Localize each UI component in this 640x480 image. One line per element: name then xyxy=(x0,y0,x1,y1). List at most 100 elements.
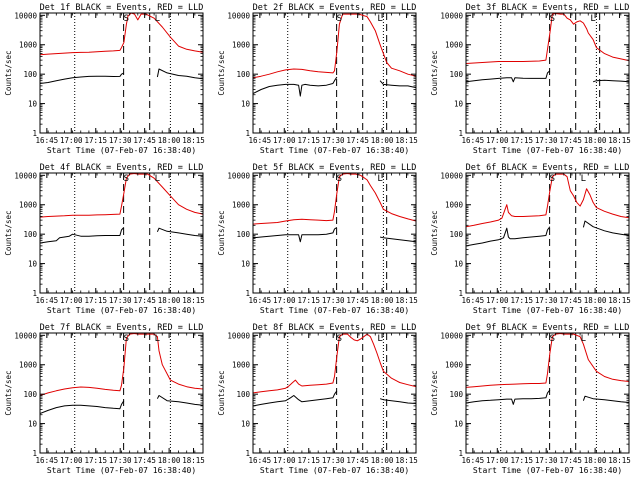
y-tick-label: 100 xyxy=(23,70,37,79)
events-series-line xyxy=(156,395,203,406)
x-tick-label: 17:30 xyxy=(109,456,132,465)
lld-series-line xyxy=(40,13,203,56)
events-series-line xyxy=(253,390,338,407)
y-tick-label: 1 xyxy=(32,129,37,138)
events-series-line xyxy=(379,236,416,243)
y-tick-label: 1 xyxy=(245,289,250,298)
x-tick-label: 16:45 xyxy=(462,456,485,465)
events-series-line xyxy=(40,227,125,244)
x-axis-label: Start Time (07-Feb-07 16:38:40) xyxy=(47,466,196,475)
x-tick-label: 18:15 xyxy=(395,296,418,305)
y-tick-label: 100 xyxy=(449,70,463,79)
y-axis-label: Counts/sec xyxy=(4,210,13,255)
x-tick-label: 17:30 xyxy=(535,136,558,145)
x-tick-label: 17:30 xyxy=(322,456,345,465)
x-axis-label: Start Time (07-Feb-07 16:38:40) xyxy=(47,306,196,315)
y-tick-label: 1000 xyxy=(19,41,38,50)
x-tick-label: 18:15 xyxy=(608,136,631,145)
panel-title: Det 8f BLACK = Events, RED = LLD xyxy=(253,323,417,333)
y-tick-label: 1 xyxy=(245,449,250,458)
y-tick-label: 1 xyxy=(32,289,37,298)
x-tick-label: 18:00 xyxy=(584,296,607,305)
x-tick-label: 18:00 xyxy=(158,456,181,465)
x-tick-label: 17:00 xyxy=(60,456,83,465)
y-tick-label: 10 xyxy=(241,100,251,109)
y-tick-label: 1000 xyxy=(19,361,38,370)
events-series-line xyxy=(253,226,338,243)
y-tick-label: 10000 xyxy=(440,331,463,340)
y-tick-label: 1000 xyxy=(232,201,251,210)
x-tick-label: 17:45 xyxy=(559,456,582,465)
marker-label-l: L xyxy=(155,14,160,24)
x-tick-label: 17:30 xyxy=(535,456,558,465)
x-tick-label: 17:45 xyxy=(559,136,582,145)
x-tick-label: 16:45 xyxy=(249,136,272,145)
x-tick-label: 17:45 xyxy=(346,296,369,305)
y-axis-label: Counts/sec xyxy=(430,50,439,95)
events-series-line xyxy=(466,70,551,83)
plot-frame xyxy=(39,332,204,454)
x-tick-label: 17:15 xyxy=(510,456,533,465)
y-tick-label: 10 xyxy=(454,420,464,429)
x-tick-label: 17:30 xyxy=(109,136,132,145)
plot-frame xyxy=(39,12,204,134)
y-tick-label: 1000 xyxy=(232,41,251,50)
x-tick-label: 17:00 xyxy=(486,296,509,305)
y-tick-label: 10000 xyxy=(440,171,463,180)
series-group xyxy=(466,173,629,247)
events-series-line xyxy=(379,398,416,404)
x-axis-label: Start Time (07-Feb-07 16:38:40) xyxy=(473,146,622,155)
y-tick-label: 10 xyxy=(241,420,251,429)
marker-label-s: S xyxy=(124,174,129,184)
x-tick-label: 18:15 xyxy=(608,456,631,465)
y-tick-label: 10000 xyxy=(440,11,463,20)
x-tick-label: 17:00 xyxy=(486,136,509,145)
reference-lines xyxy=(500,333,597,453)
y-axis-label: Counts/sec xyxy=(430,370,439,415)
y-tick-label: 10000 xyxy=(14,171,37,180)
x-tick-label: 16:45 xyxy=(36,296,59,305)
reference-lines xyxy=(74,173,171,293)
x-tick-label: 17:45 xyxy=(346,136,369,145)
x-tick-label: 16:45 xyxy=(36,456,59,465)
series-group xyxy=(40,13,203,84)
x-tick-label: 18:00 xyxy=(584,136,607,145)
marker-label-l: L xyxy=(377,174,382,184)
y-tick-label: 10 xyxy=(28,420,38,429)
lld-series-line xyxy=(253,13,416,79)
x-tick-label: 18:15 xyxy=(395,136,418,145)
x-tick-label: 17:45 xyxy=(559,296,582,305)
x-tick-label: 17:45 xyxy=(133,136,156,145)
x-axis-label: Start Time (07-Feb-07 16:38:40) xyxy=(260,466,409,475)
reference-lines xyxy=(287,333,388,453)
reference-lines xyxy=(500,173,597,293)
axis-ticks xyxy=(465,333,630,454)
marker-label-l: L xyxy=(581,334,586,344)
panel-title: Det 6f BLACK = Events, RED = LLD xyxy=(466,163,630,173)
y-tick-label: 1000 xyxy=(19,201,38,210)
x-axis-label: Start Time (07-Feb-07 16:38:40) xyxy=(473,466,622,475)
events-series-line xyxy=(379,80,416,89)
x-tick-label: 17:15 xyxy=(84,456,107,465)
lld-series-line xyxy=(40,333,203,396)
x-tick-label: 18:15 xyxy=(395,456,418,465)
x-tick-label: 17:30 xyxy=(109,296,132,305)
lld-series-line xyxy=(466,333,629,388)
series-group xyxy=(466,333,629,405)
lld-series-line xyxy=(466,13,629,64)
x-tick-label: 18:15 xyxy=(182,296,205,305)
x-tick-label: 17:15 xyxy=(84,136,107,145)
y-tick-label: 10 xyxy=(28,100,38,109)
marker-label-s: S xyxy=(337,334,342,344)
y-tick-label: 100 xyxy=(236,230,250,239)
x-tick-label: 17:00 xyxy=(273,136,296,145)
y-tick-label: 10000 xyxy=(227,11,250,20)
y-axis-label: Counts/sec xyxy=(217,210,226,255)
marker-label-s: S xyxy=(550,14,555,24)
axis-ticks xyxy=(252,333,417,454)
marker-label-s: S xyxy=(550,334,555,344)
plot-frame xyxy=(252,332,417,454)
x-tick-label: 16:45 xyxy=(462,136,485,145)
